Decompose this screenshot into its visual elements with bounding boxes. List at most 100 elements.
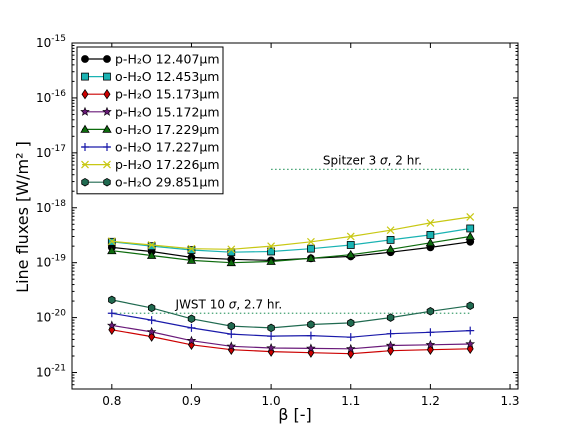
data-point (147, 241, 156, 249)
x-axis-label: β [-] (278, 405, 312, 424)
y-tick-label: 10-17 (36, 144, 66, 160)
series-4 (106, 320, 476, 353)
data-point (465, 231, 475, 240)
legend-marker (103, 160, 111, 169)
data-point (187, 314, 196, 324)
axis-ticks: 0.8 0.9 1.0 1.1 1.2 1.3 10-15 10-16 10-17 10-18 10… (36, 34, 520, 408)
legend-label: p-H₂O 12.407μm (115, 52, 220, 67)
data-point (147, 242, 156, 251)
data-point (227, 245, 236, 254)
legend-entry: o-H₂O 17.229μm (80, 122, 219, 137)
data-point (347, 318, 355, 328)
data-point (266, 256, 276, 265)
x-tick-label: 1.0 (262, 394, 281, 408)
data-point (267, 242, 276, 251)
legend-entry: o-H₂O 17.227μm (81, 140, 219, 155)
data-point (346, 333, 355, 342)
data-point (307, 244, 315, 253)
series-line (111, 299, 471, 329)
legend-label: o-H₂O 12.453μm (115, 69, 219, 84)
data-point (425, 339, 436, 349)
data-point (147, 316, 156, 325)
series-line (111, 329, 471, 355)
x-tick-label: 1.3 (500, 394, 519, 408)
legend-marker (81, 72, 89, 81)
data-point (146, 250, 157, 259)
y-tick-label: 10-18 (36, 199, 66, 215)
legend-label: o-H₂O 17.229μm (115, 122, 219, 137)
data-point (386, 235, 395, 244)
data-point (466, 326, 475, 335)
data-point (226, 341, 237, 351)
legend-entry: o-H₂O 29.851μm (81, 175, 219, 190)
legend-marker (103, 55, 111, 63)
series-line (111, 227, 471, 253)
legend-marker (81, 177, 89, 187)
series-line (111, 235, 471, 264)
series-line (111, 324, 471, 350)
legend-label: p-H₂O 15.172μm (115, 104, 220, 119)
data-point (465, 338, 476, 349)
data-point (466, 224, 475, 233)
series-6 (107, 309, 475, 342)
data-point (346, 343, 356, 353)
legend-marker (102, 106, 112, 116)
data-point (108, 295, 116, 305)
y-tick-label: 10-19 (36, 254, 66, 270)
series-5 (107, 231, 475, 267)
data-point (187, 323, 196, 332)
data-point (346, 232, 355, 241)
data-point (426, 328, 435, 337)
data-point (385, 340, 396, 350)
legend-marker (81, 55, 89, 63)
x-tick-label: 0.8 (102, 394, 121, 408)
data-point (346, 241, 355, 249)
data-point (187, 246, 196, 254)
data-point (267, 332, 276, 341)
data-point (426, 231, 435, 239)
legend: p-H₂O 12.407μm o-H₂O 12.453μm p-H₂O 15.173… (76, 46, 224, 195)
legend-box (76, 46, 224, 195)
series-7 (107, 213, 475, 254)
data-point (466, 213, 475, 221)
legend-marker (103, 143, 111, 151)
data-point (386, 226, 395, 235)
legend-marker (81, 160, 89, 169)
y-tick-label: 10-20 (36, 309, 66, 325)
data-point (147, 303, 156, 313)
data-point (107, 237, 116, 246)
data-point (306, 253, 316, 262)
reference-line-label: JWST 10 σ, 2.7 hr. (175, 297, 283, 311)
data-point (186, 335, 197, 345)
series-8 (108, 295, 474, 333)
legend-label: p-H₂O 17.226μm (115, 157, 220, 172)
data-point (186, 255, 197, 264)
legend-label: p-H₂O 15.173μm (115, 87, 220, 102)
data-point (227, 321, 236, 331)
data-point (386, 329, 395, 338)
data-point (227, 330, 236, 339)
data-point (426, 218, 435, 227)
series-layer (106, 213, 476, 359)
data-point (107, 309, 116, 318)
data-point (386, 313, 395, 322)
reference-line-label: Spitzer 3 σ, 2 hr. (323, 153, 422, 167)
x-tick-label: 1.2 (421, 394, 440, 408)
reference-lines: Spitzer 3 σ, 2 hr. JWST 10 σ, 2.7 hr. (111, 153, 471, 314)
data-point (466, 301, 474, 310)
data-point (425, 238, 436, 247)
data-point (306, 343, 316, 353)
legend-entry: o-H₂O 12.453μm (81, 69, 219, 84)
data-point (385, 244, 396, 253)
legend-marker (81, 143, 89, 151)
x-tick-label: 0.9 (182, 394, 201, 408)
data-point (187, 244, 196, 253)
data-point (266, 343, 276, 353)
data-point (267, 323, 275, 333)
legend-label: o-H₂O 17.227μm (115, 140, 219, 155)
legend-marker (81, 88, 89, 100)
data-point (307, 237, 315, 246)
data-point (426, 307, 435, 316)
legend-marker (103, 88, 111, 100)
